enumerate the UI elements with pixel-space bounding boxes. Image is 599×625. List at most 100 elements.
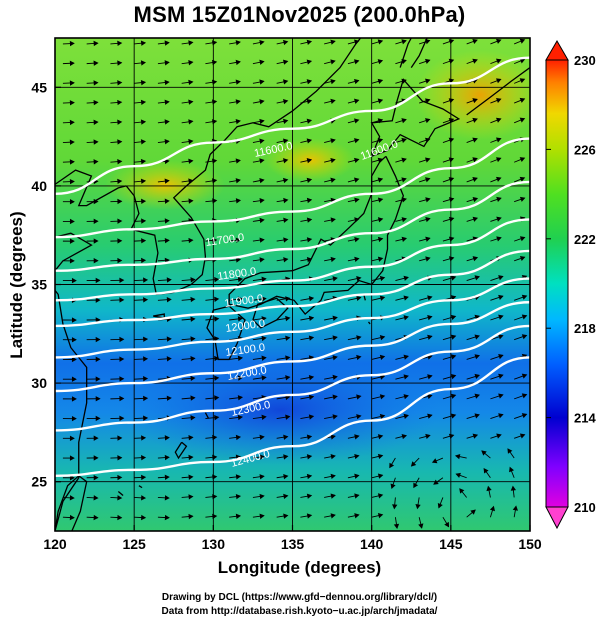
colorbar-tick-label: 230: [574, 53, 596, 68]
wind-vector-head: [71, 376, 77, 382]
wind-vector-head: [235, 59, 241, 66]
wind-vector-head: [164, 435, 170, 441]
wind-vector-head: [211, 40, 218, 46]
x-tick-label: 125: [122, 536, 146, 552]
wind-vector-head: [306, 256, 313, 263]
wind-vector-head: [308, 374, 315, 381]
wind-vector-head: [71, 356, 77, 363]
y-tick-label: 35: [31, 277, 47, 293]
x-tick-label: 130: [202, 536, 226, 552]
wind-vector-head: [117, 257, 123, 264]
wind-vector-head: [164, 257, 170, 264]
wind-vector-head: [117, 99, 123, 106]
wind-vector-head: [95, 396, 101, 402]
wind-vector-head: [188, 494, 194, 500]
wind-vector-head: [425, 177, 431, 183]
wind-vector-head: [472, 256, 479, 262]
wind-vector-head: [330, 157, 336, 164]
wind-vector-head: [141, 257, 147, 264]
wind-vector-head: [306, 98, 313, 105]
wind-vector-head: [519, 38, 526, 44]
wind-vector-head: [401, 236, 407, 242]
wind-vector-head: [188, 435, 194, 441]
wind-vector-head: [403, 295, 409, 301]
wind-vector-head: [164, 218, 170, 224]
wind-vector-head: [283, 177, 289, 184]
wind-vector-head: [521, 294, 528, 300]
wind-vector-head: [188, 198, 194, 204]
wind-vector-head: [261, 355, 267, 361]
wind-vector-head: [211, 79, 218, 85]
wind-vector-head: [354, 59, 360, 65]
wind-vector-head: [211, 59, 218, 66]
wind-vector-head: [401, 39, 407, 45]
wind-vector-head: [496, 38, 502, 44]
wind-vector-head: [472, 197, 479, 203]
wind-vector-head: [164, 237, 170, 244]
wind-vector-head: [377, 256, 384, 262]
colorbar-ticks: 230 226 222 218 214 210: [546, 53, 596, 515]
wind-vector-head: [356, 335, 362, 341]
wind-vector-head: [283, 39, 289, 46]
wind-vector-head: [519, 196, 526, 202]
wind-vector-head: [93, 495, 99, 501]
y-tick-label: 25: [31, 474, 47, 490]
wind-vector-head: [237, 296, 244, 302]
wind-vector-head: [188, 454, 194, 461]
wind-vector-head: [140, 139, 147, 145]
wind-vector-head: [425, 433, 431, 440]
wind-vector-head: [306, 158, 313, 164]
chart-title: MSM 15Z01Nov2025 (200.0hPa): [133, 2, 466, 27]
wind-vector-head: [166, 296, 172, 303]
wind-vector-head: [410, 461, 417, 467]
wind-vector-head: [377, 157, 384, 163]
x-tick-label: 145: [439, 536, 463, 552]
wind-vector-head: [379, 413, 386, 420]
wind-vector-head: [379, 394, 386, 400]
wind-vector-head: [93, 455, 99, 461]
wind-vector-head: [377, 59, 384, 65]
wind-vector-head: [93, 514, 99, 521]
colorbar: 230 226 222 218 214 210: [545, 40, 596, 530]
wind-vector-head: [69, 199, 75, 205]
wind-vector-head: [261, 375, 267, 381]
wind-vector-head: [95, 415, 101, 422]
wind-vector-head: [448, 137, 455, 143]
wind-vector-head: [330, 79, 336, 85]
wind-vector-head: [354, 473, 360, 479]
wind-vector-head: [377, 473, 384, 479]
wind-vector-head: [259, 434, 265, 440]
wind-vector-head: [377, 78, 384, 84]
wind-vector-head: [474, 373, 480, 380]
wind-vector-head: [190, 415, 196, 421]
wind-vector-head: [95, 297, 101, 303]
wind-vector-head: [164, 119, 170, 125]
wind-vector-head: [283, 493, 289, 500]
wind-vector-head: [283, 99, 289, 105]
wind-vector-head: [521, 334, 528, 340]
wind-vector-head: [472, 98, 478, 104]
wind-vector-head: [519, 97, 526, 103]
contour-line: [55, 324, 530, 432]
wind-vector-head: [214, 414, 220, 421]
wind-vector-head: [413, 482, 419, 489]
wind-vector-head: [93, 474, 99, 481]
wind-vector-head: [188, 99, 194, 105]
wind-vector-head: [211, 178, 218, 184]
coastline: [370, 78, 461, 157]
wind-vector-head: [330, 39, 336, 45]
wind-vector-head: [354, 138, 360, 144]
wind-vector-head: [190, 355, 196, 362]
wind-vector-head: [188, 178, 194, 184]
wind-vector-head: [306, 59, 313, 65]
wind-vector-head: [117, 455, 123, 461]
wind-vector-head: [474, 354, 480, 360]
wind-vector-head: [166, 395, 172, 401]
y-axis: 25 30 35 40 45: [31, 79, 61, 490]
wind-vector-head: [330, 138, 336, 144]
contour-label: 12100.0: [225, 342, 266, 359]
wind-vector-head: [354, 39, 360, 45]
wind-vector-head: [489, 505, 496, 512]
wind-vector-head: [377, 493, 384, 499]
wind-vector-head: [425, 197, 431, 203]
